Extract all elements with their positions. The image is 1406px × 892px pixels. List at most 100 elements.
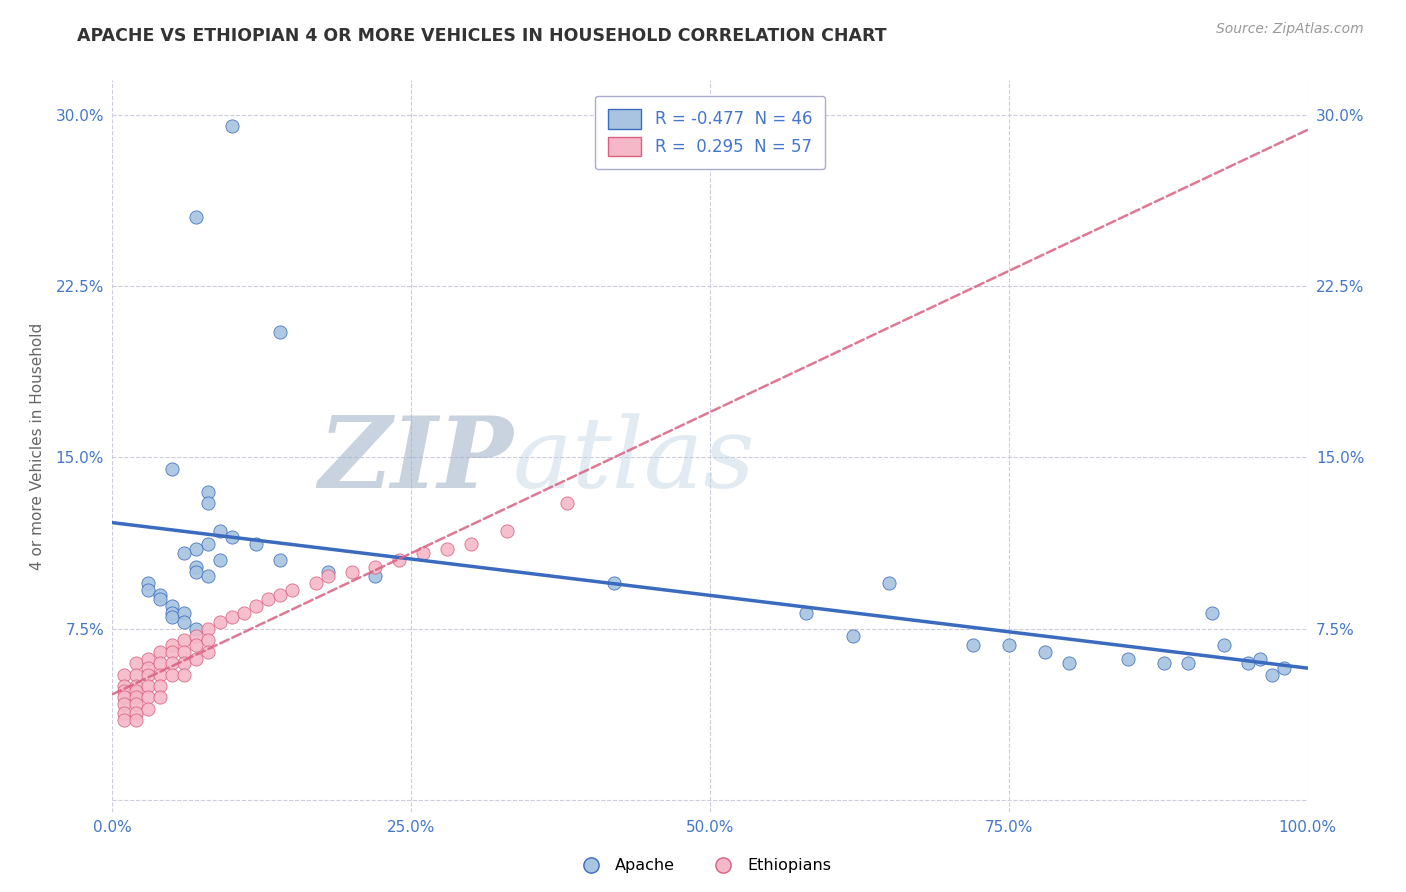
Text: Source: ZipAtlas.com: Source: ZipAtlas.com [1216,22,1364,37]
Point [125,690,148,705]
Point [173,546,195,560]
Point [257,592,280,607]
Point [436,541,458,556]
Point [138,667,160,681]
Point [138,690,160,705]
Point [149,645,172,659]
Point [1057,656,1080,670]
Point [221,610,243,624]
Point [186,638,208,652]
Point [138,702,160,716]
Text: atlas: atlas [513,413,755,508]
Point [269,553,291,567]
Point [125,714,148,728]
Point [879,576,901,591]
Point [603,576,626,591]
Point [340,565,363,579]
Point [496,524,519,538]
Point [412,546,434,560]
Point [998,638,1021,652]
Point [269,325,291,339]
Point [794,606,817,620]
Point [162,462,183,476]
Point [305,576,328,591]
Point [149,667,172,681]
Point [197,537,219,551]
Point [125,706,148,721]
Point [186,651,208,665]
Point [197,569,219,583]
Point [1249,651,1271,665]
Point [149,690,172,705]
Point [114,714,135,728]
Point [162,667,183,681]
Point [197,645,219,659]
Point [149,588,172,602]
Point [186,541,208,556]
Point [114,706,135,721]
Point [173,645,195,659]
Point [162,645,183,659]
Point [842,629,865,643]
Point [269,588,291,602]
Point [555,496,578,510]
Point [1237,656,1260,670]
Y-axis label: 4 or more Vehicles in Household: 4 or more Vehicles in Household [30,322,45,570]
Point [186,560,208,574]
Point [1213,638,1236,652]
Point [114,679,135,693]
Point [162,606,183,620]
Point [173,633,195,648]
Point [173,656,195,670]
Point [162,656,183,670]
Point [114,698,135,712]
Point [125,698,148,712]
Point [209,524,232,538]
Point [149,679,172,693]
Point [125,667,148,681]
Point [460,537,482,551]
Point [245,537,267,551]
Point [173,667,195,681]
Point [125,683,148,698]
Point [1272,661,1295,675]
Point [1261,667,1284,681]
Point [364,569,387,583]
Point [138,661,160,675]
Point [197,484,219,499]
Point [316,569,339,583]
Legend: R = -0.477  N = 46, R =  0.295  N = 57: R = -0.477 N = 46, R = 0.295 N = 57 [595,96,825,169]
Point [197,496,219,510]
Point [388,553,411,567]
Point [197,622,219,636]
Text: ZIP: ZIP [318,412,513,508]
Point [233,606,256,620]
Point [1033,645,1056,659]
Point [114,667,135,681]
Point [162,610,183,624]
Point [114,683,135,698]
Point [209,615,232,629]
Point [221,119,243,133]
Point [245,599,267,613]
Point [186,629,208,643]
Point [138,576,160,591]
Point [281,582,304,597]
Point [209,553,232,567]
Point [173,606,195,620]
Point [197,633,219,648]
Point [162,638,183,652]
Text: APACHE VS ETHIOPIAN 4 OR MORE VEHICLES IN HOUSEHOLD CORRELATION CHART: APACHE VS ETHIOPIAN 4 OR MORE VEHICLES I… [77,27,887,45]
Point [125,656,148,670]
Point [1118,651,1140,665]
Point [364,560,387,574]
Point [186,211,208,225]
Point [173,615,195,629]
Point [114,690,135,705]
Point [138,679,160,693]
Point [138,651,160,665]
Point [1201,606,1223,620]
Point [125,679,148,693]
Point [221,530,243,544]
Point [1177,656,1199,670]
